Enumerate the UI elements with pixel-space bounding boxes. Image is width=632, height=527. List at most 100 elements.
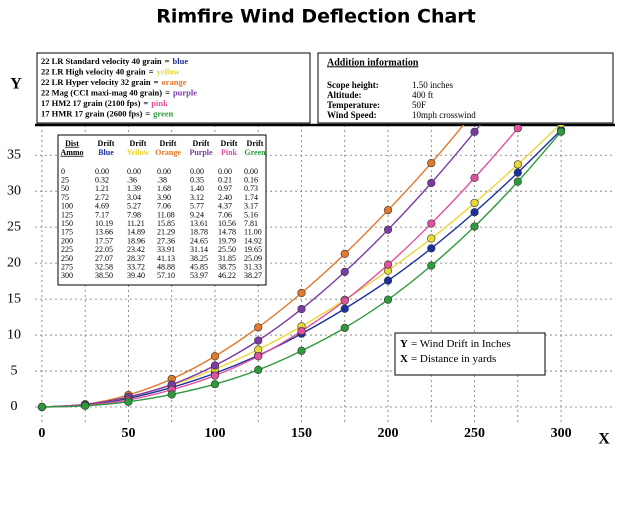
- table-cell: 3.17: [244, 202, 258, 211]
- table-cell: 7.06: [218, 210, 232, 219]
- table-cell: 32.58: [95, 263, 113, 272]
- info-value: 10mph crosswind: [412, 110, 476, 120]
- table-cell: .38: [157, 176, 167, 185]
- data-point: [340, 304, 349, 313]
- data-point: [37, 402, 47, 412]
- table-cell: 7.06: [157, 202, 171, 211]
- table-cell: 25.09: [244, 254, 262, 263]
- table-cell: 13.66: [95, 228, 113, 237]
- y-tick-label: 5: [11, 363, 18, 378]
- table-cell: 11.08: [157, 210, 175, 219]
- table-cell: 31.85: [218, 254, 236, 263]
- y-axis-label: Y: [10, 76, 22, 93]
- table-header: Green: [244, 148, 266, 157]
- table-header: Drift: [98, 139, 115, 148]
- table-header: Drift: [247, 139, 264, 148]
- legend-entry: 22 Mag (CCI maxi-mag 40 grain) = purple: [41, 87, 197, 97]
- legend-entry: 17 HMR 17 grain (2600 fps) = green: [41, 108, 174, 118]
- table-cell: 38.50: [95, 271, 113, 280]
- table-cell: 0: [61, 167, 65, 176]
- table-header: Drift: [193, 139, 210, 148]
- table-cell: 5.16: [244, 210, 258, 219]
- data-point: [470, 222, 479, 231]
- data-point: [513, 160, 522, 169]
- data-point: [167, 390, 176, 399]
- table-header: Drift: [130, 139, 147, 148]
- table-cell: 10.19: [95, 219, 113, 228]
- legend-separator: =: [165, 56, 170, 66]
- table-cell: 225: [61, 245, 73, 254]
- data-point: [383, 225, 393, 234]
- table-cell: 1.68: [157, 184, 171, 193]
- info-label: Altitude:: [327, 90, 362, 100]
- legend-label: 22 LR Hyper velocity 32 grain: [41, 77, 151, 87]
- data-point: [513, 125, 522, 133]
- table-cell: 2.40: [218, 193, 232, 202]
- table-cell: 7.81: [244, 219, 258, 228]
- table-cell: 4.37: [218, 202, 232, 211]
- table-cell: 19.65: [244, 245, 262, 254]
- table-cell: 0.00: [244, 167, 258, 176]
- data-point: [556, 127, 566, 136]
- table-cell: 0.73: [244, 184, 258, 193]
- legend-entry: 22 LR High velocity 40 grain = yellow: [41, 66, 180, 76]
- table-cell: 5.77: [190, 202, 204, 211]
- legend-entry: 22 LR Hyper velocity 32 grain = orange: [41, 77, 187, 87]
- data-point: [470, 173, 479, 182]
- table-cell: 3.90: [157, 193, 171, 202]
- table-cell: 50: [61, 184, 69, 193]
- data-point: [297, 288, 306, 298]
- x-tick-label: 100: [204, 426, 225, 441]
- table-header: Blue: [98, 148, 114, 157]
- info-value: 50F: [412, 100, 426, 110]
- table-cell: 1.74: [244, 193, 258, 202]
- data-point: [340, 296, 349, 305]
- data-point: [383, 295, 393, 304]
- table-cell: 3.12: [190, 193, 204, 202]
- data-point: [254, 352, 263, 361]
- info-box: [317, 52, 614, 124]
- table-cell: .36: [127, 176, 137, 185]
- table-cell: 125: [61, 210, 73, 219]
- legend-color-name: purple: [173, 87, 197, 97]
- annotation-text: = Distance in yards: [411, 353, 496, 365]
- table-cell: 1.21: [95, 184, 109, 193]
- table-cell: 14.78: [218, 228, 236, 237]
- table-cell: 46.22: [218, 271, 236, 280]
- table-cell: 4.69: [95, 202, 109, 211]
- data-point: [297, 305, 306, 314]
- table-header: Ammo: [60, 148, 83, 157]
- legend-entry: 22 LR Standard velocity 40 grain = blue: [41, 56, 188, 66]
- info-value: 1.50 inches: [412, 80, 453, 90]
- legend-separator: =: [165, 87, 170, 97]
- data-point: [427, 219, 436, 228]
- legend: 22 LR Standard velocity 40 grain = blue22 …: [41, 56, 511, 365]
- data-point: [81, 401, 90, 410]
- table-cell: 11.21: [127, 219, 145, 228]
- x-tick-label: 150: [291, 426, 312, 441]
- legend-label: 22 Mag (CCI maxi-mag 40 grain): [41, 87, 162, 97]
- table-cell: 31.33: [244, 263, 262, 272]
- table-cell: 38.27: [244, 271, 262, 280]
- data-point: [470, 198, 479, 208]
- table-cell: 25: [61, 176, 69, 185]
- table-cell: 250: [61, 254, 73, 263]
- data-point: [340, 267, 349, 277]
- legend-separator: =: [143, 98, 148, 108]
- data-point: [470, 208, 479, 217]
- table-cell: 1.39: [127, 184, 141, 193]
- table-cell: 0.00: [95, 167, 109, 176]
- table-cell: 175: [61, 228, 73, 237]
- legend-color-name: blue: [173, 56, 189, 66]
- data-point: [427, 178, 436, 188]
- table-cell: 39.40: [127, 271, 145, 280]
- table-cell: 200: [61, 236, 73, 245]
- table-cell: 15.85: [157, 219, 175, 228]
- data-point: [427, 244, 436, 253]
- legend-separator: =: [154, 77, 159, 87]
- info-title: Addition information: [327, 57, 419, 68]
- table-cell: 7.17: [95, 210, 109, 219]
- table-header: Drift: [160, 139, 177, 148]
- table-cell: 0.35: [190, 176, 204, 185]
